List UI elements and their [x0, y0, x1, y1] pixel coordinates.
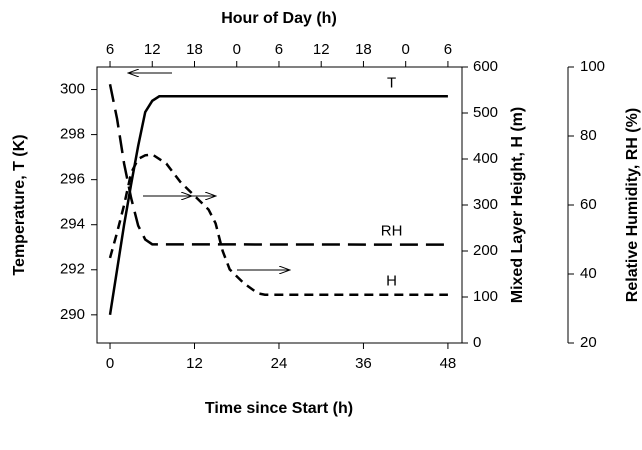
y3-tick-label: 40	[580, 265, 597, 282]
series-line	[108, 153, 448, 296]
y-tick-label: 298	[60, 126, 85, 143]
series-label: RH	[381, 223, 403, 240]
y-tick-label: 292	[60, 261, 85, 278]
x-tick-label: 0	[106, 355, 114, 372]
top-tick-label: 6	[106, 41, 114, 58]
y2-tick-label: 0	[473, 334, 481, 351]
y2-tick-label: 600	[473, 58, 498, 75]
top-tick-label: 6	[275, 41, 283, 58]
y-tick-label: 294	[60, 216, 85, 233]
y-tick-label: 300	[60, 80, 85, 97]
series-line	[108, 95, 448, 316]
y3-axis-title: Relative Humidity, RH (%)	[624, 108, 641, 302]
y3-tick-label: 60	[580, 196, 597, 213]
x-tick-label: 48	[440, 355, 457, 372]
y-tick-label: 296	[60, 171, 85, 188]
y3-tick-label: 80	[580, 127, 597, 144]
y3-tick-label: 100	[580, 58, 605, 75]
series-label: H	[386, 273, 397, 290]
y2-tick-label: 400	[473, 150, 498, 167]
y-axis-title: Temperature, T (K)	[11, 134, 28, 275]
top-axis-title: Hour of Day (h)	[221, 10, 337, 27]
y3-tick-label: 20	[580, 334, 597, 351]
top-tick-label: 0	[233, 41, 241, 58]
y2-tick-label: 200	[473, 242, 498, 259]
plot-frame	[96, 66, 463, 344]
top-tick-label: 12	[144, 41, 161, 58]
y2-tick-label: 500	[473, 104, 498, 121]
x-axis-title: Time since Start (h)	[205, 400, 353, 417]
x-tick-label: 24	[271, 355, 288, 372]
series-label: T	[387, 74, 396, 91]
series-line	[108, 84, 448, 246]
y-tick-label: 290	[60, 306, 85, 323]
top-tick-label: 12	[313, 41, 330, 58]
x-tick-label: 36	[355, 355, 372, 372]
top-tick-label: 6	[444, 41, 452, 58]
y2-axis-title: Mixed Layer Height, H (m)	[509, 107, 526, 303]
y2-tick-label: 300	[473, 196, 498, 213]
y2-tick-label: 100	[473, 288, 498, 305]
top-tick-label: 18	[186, 41, 203, 58]
top-tick-label: 18	[355, 41, 372, 58]
x-tick-label: 12	[186, 355, 203, 372]
top-tick-label: 0	[402, 41, 410, 58]
